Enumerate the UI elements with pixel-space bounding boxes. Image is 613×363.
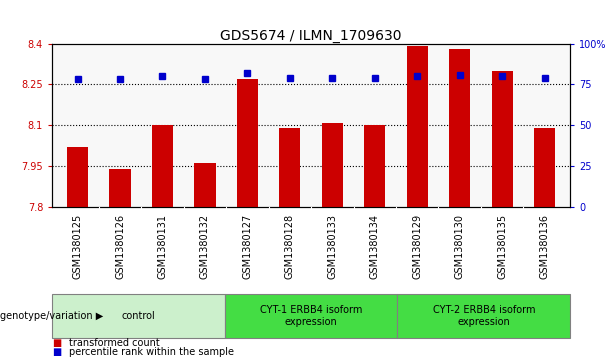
Text: genotype/variation ▶: genotype/variation ▶ — [0, 311, 103, 321]
Text: GSM1380130: GSM1380130 — [455, 214, 465, 279]
Text: ■: ■ — [52, 338, 61, 348]
Text: GSM1380136: GSM1380136 — [539, 214, 550, 279]
Text: GSM1380132: GSM1380132 — [200, 214, 210, 279]
Bar — [194, 163, 216, 207]
Text: transformed count: transformed count — [69, 338, 160, 348]
FancyBboxPatch shape — [397, 294, 570, 338]
Text: CYT-2 ERBB4 isoform
expression: CYT-2 ERBB4 isoform expression — [433, 305, 535, 327]
Text: GSM1380129: GSM1380129 — [412, 214, 422, 279]
Bar — [152, 125, 173, 207]
Bar — [364, 125, 386, 207]
Text: percentile rank within the sample: percentile rank within the sample — [69, 347, 234, 357]
Bar — [322, 123, 343, 207]
Bar — [280, 128, 300, 207]
Bar — [406, 46, 428, 207]
Bar — [534, 128, 555, 207]
FancyBboxPatch shape — [52, 294, 225, 338]
Text: GSM1380126: GSM1380126 — [115, 214, 125, 279]
Text: GSM1380133: GSM1380133 — [327, 214, 337, 279]
Text: GSM1380131: GSM1380131 — [158, 214, 167, 279]
Text: GSM1380127: GSM1380127 — [242, 214, 253, 279]
Text: GSM1380128: GSM1380128 — [285, 214, 295, 279]
Bar — [237, 79, 258, 207]
Text: GSM1380135: GSM1380135 — [497, 214, 507, 279]
Text: GSM1380134: GSM1380134 — [370, 214, 380, 279]
Text: control: control — [121, 311, 155, 321]
Bar — [67, 147, 88, 207]
Bar — [449, 49, 470, 207]
Bar — [492, 71, 512, 207]
Bar — [110, 169, 131, 207]
Text: CYT-1 ERBB4 isoform
expression: CYT-1 ERBB4 isoform expression — [260, 305, 362, 327]
Text: ■: ■ — [52, 347, 61, 357]
Text: GSM1380125: GSM1380125 — [72, 214, 83, 279]
Title: GDS5674 / ILMN_1709630: GDS5674 / ILMN_1709630 — [220, 29, 402, 42]
FancyBboxPatch shape — [225, 294, 397, 338]
